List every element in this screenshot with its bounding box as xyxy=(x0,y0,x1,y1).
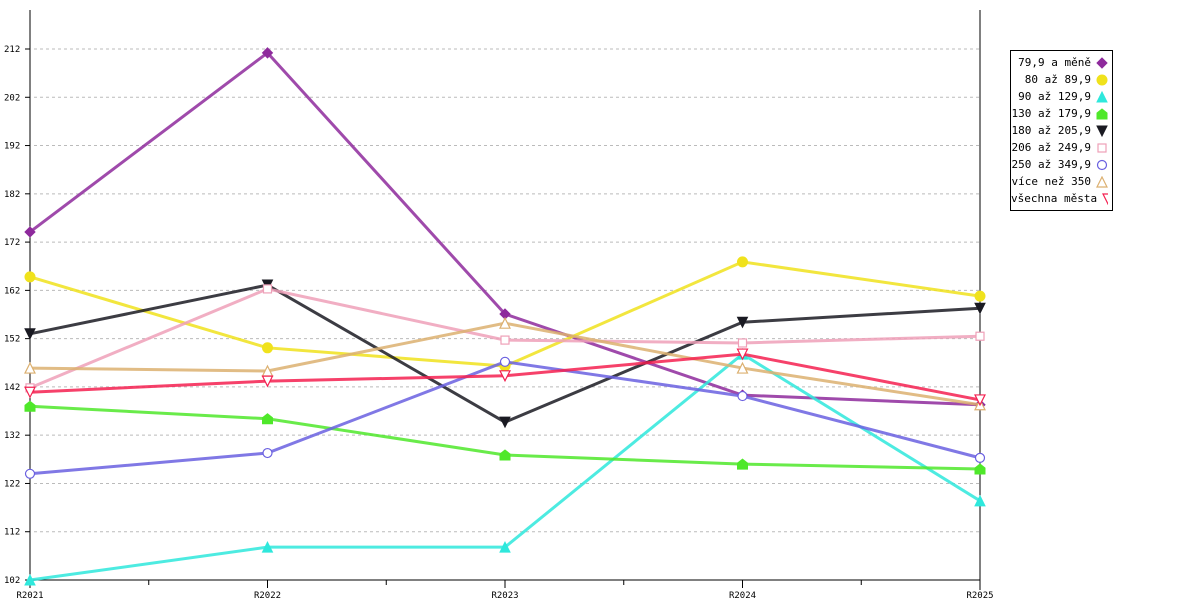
series xyxy=(24,316,986,411)
legend-marker xyxy=(1102,192,1108,205)
legend-marker xyxy=(1097,142,1107,153)
data-point xyxy=(974,394,986,407)
data-point xyxy=(736,316,749,329)
data-point xyxy=(736,348,749,361)
legend-marker-icon xyxy=(1097,142,1107,153)
series-line xyxy=(29,50,981,407)
legend-label: 79,9 a měně xyxy=(1018,56,1091,69)
data-point xyxy=(261,47,274,59)
legend-label: více než 350 xyxy=(1011,175,1091,188)
data-point xyxy=(24,271,36,283)
legend-item: 79,9 a měně xyxy=(1011,54,1112,71)
data-point xyxy=(974,290,986,302)
legend-item: 206 až 249,9 xyxy=(1011,139,1112,156)
legend-marker-icon xyxy=(1096,159,1108,170)
legend-marker-icon xyxy=(1096,56,1108,69)
legend-marker xyxy=(1096,125,1108,137)
data-point xyxy=(262,413,273,425)
legend-label: 130 až 179,9 xyxy=(1011,107,1091,120)
y-tick-label: 122 xyxy=(4,479,20,489)
legend-item: 90 až 129,9 xyxy=(1011,88,1112,105)
legend-marker-icon xyxy=(1096,175,1108,188)
y-tick-label: 212 xyxy=(4,45,20,55)
y-tick-label: 202 xyxy=(4,93,20,103)
legend-label: všechna města xyxy=(1011,192,1098,205)
data-point xyxy=(262,284,273,294)
legend-marker xyxy=(1096,90,1108,102)
data-point xyxy=(499,370,511,383)
legend-item: 130 až 179,9 xyxy=(1011,105,1112,122)
x-tick-label: R2023 xyxy=(491,591,518,600)
y-tick-label: 102 xyxy=(4,576,20,586)
data-point xyxy=(499,356,511,367)
y-tick-label: 132 xyxy=(4,431,20,441)
legend-label: 80 až 89,9 xyxy=(1024,73,1091,86)
legend-label: 180 až 205,9 xyxy=(1011,124,1091,137)
series xyxy=(24,47,986,411)
y-tick-label: 112 xyxy=(4,528,20,538)
legend-label: 250 až 349,9 xyxy=(1011,158,1091,171)
x-tick-label: R2025 xyxy=(966,591,993,600)
legend-marker xyxy=(1096,107,1108,119)
data-point xyxy=(261,541,274,553)
data-point xyxy=(262,342,273,354)
x-tick-label: R2021 xyxy=(16,591,43,600)
series-line xyxy=(29,283,981,424)
y-tick-label: 192 xyxy=(4,142,20,152)
data-point xyxy=(24,361,36,374)
data-point xyxy=(24,328,36,340)
y-tick-label: 142 xyxy=(4,383,20,393)
data-point xyxy=(974,302,986,315)
data-point xyxy=(499,316,511,329)
legend-marker-icon xyxy=(1096,90,1108,102)
legend-item: 250 až 349,9 xyxy=(1011,156,1112,173)
legend-marker-icon xyxy=(1102,192,1108,205)
y-tick-label: 152 xyxy=(4,335,20,345)
legend-label: 206 až 249,9 xyxy=(1011,141,1091,154)
data-point xyxy=(974,452,986,463)
legend-item: více než 350 xyxy=(1011,173,1112,190)
chart-legend: 79,9 a měně 80 až 89,9 90 až 129,9 130 až 1… xyxy=(1010,50,1113,211)
legend-marker xyxy=(1096,175,1108,188)
data-point xyxy=(24,386,36,399)
x-tick-label: R2022 xyxy=(254,591,281,600)
legend-item: 180 až 205,9 xyxy=(1011,122,1112,139)
legend-marker-icon xyxy=(1096,125,1108,137)
legend-item: všechna města xyxy=(1011,190,1112,207)
y-tick-label: 182 xyxy=(4,190,20,200)
data-point xyxy=(261,375,274,388)
series xyxy=(24,400,986,475)
data-point xyxy=(24,400,36,412)
series xyxy=(24,279,986,429)
data-point xyxy=(499,416,511,429)
x-tick-label: R2024 xyxy=(729,591,756,600)
legend-marker-icon xyxy=(1096,74,1108,85)
legend-marker xyxy=(1096,74,1108,85)
legend-marker xyxy=(1096,159,1108,170)
data-point xyxy=(737,390,748,402)
data-point xyxy=(499,449,511,461)
legend-label: 90 až 129,9 xyxy=(1018,90,1091,103)
legend-marker xyxy=(1096,56,1108,69)
y-tick-label: 162 xyxy=(4,286,20,296)
data-point xyxy=(974,463,986,475)
series xyxy=(24,348,986,407)
data-point xyxy=(499,541,511,553)
y-tick-label: 172 xyxy=(4,238,20,248)
legend-item: 80 až 89,9 xyxy=(1011,71,1112,88)
data-point xyxy=(736,361,749,374)
data-point xyxy=(737,458,748,470)
data-point xyxy=(974,494,986,507)
data-point xyxy=(737,338,748,348)
series xyxy=(24,356,986,479)
data-point xyxy=(500,335,510,345)
legend-marker-icon xyxy=(1096,107,1108,119)
data-point xyxy=(975,331,985,341)
data-point xyxy=(24,468,36,479)
data-point xyxy=(24,573,36,586)
data-point xyxy=(262,447,273,459)
data-point xyxy=(24,226,36,238)
data-point xyxy=(737,256,748,268)
